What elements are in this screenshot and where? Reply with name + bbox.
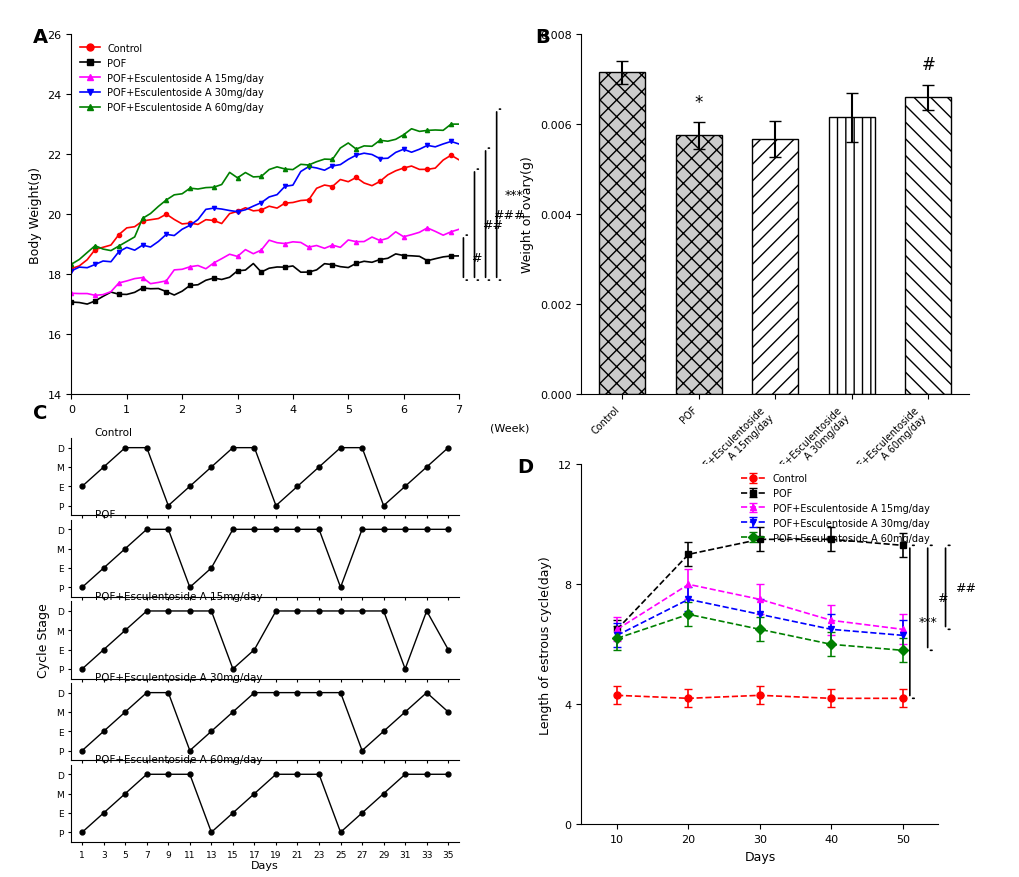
Legend: Control, POF, POF+Esculentoside A 15mg/day, POF+Esculentoside A 30mg/day, POF+Es: Control, POF, POF+Esculentoside A 15mg/d… bbox=[76, 40, 268, 117]
Text: Control: Control bbox=[95, 428, 132, 438]
Bar bbox=[751, 139, 798, 395]
Y-axis label: Length of estrous cycle(day): Length of estrous cycle(day) bbox=[538, 555, 551, 734]
Text: #: # bbox=[471, 252, 481, 265]
Text: ##: ## bbox=[954, 581, 975, 594]
Text: #: # bbox=[920, 56, 934, 75]
Text: *: * bbox=[694, 94, 702, 111]
Text: #: # bbox=[936, 592, 947, 604]
Legend: Control, POF, POF+Esculentoside A 15mg/day, POF+Esculentoside A 30mg/day, POF+Es: Control, POF, POF+Esculentoside A 15mg/d… bbox=[736, 470, 932, 546]
Text: POF+Esculentoside A 30mg/day: POF+Esculentoside A 30mg/day bbox=[95, 673, 262, 682]
X-axis label: Days: Days bbox=[744, 850, 774, 863]
Y-axis label: Weight of ovary(g): Weight of ovary(g) bbox=[521, 157, 534, 273]
X-axis label: Days: Days bbox=[251, 860, 279, 870]
Bar bbox=[675, 136, 720, 395]
Text: D: D bbox=[517, 458, 533, 476]
Text: POF+Esculentoside A 15mg/day: POF+Esculentoside A 15mg/day bbox=[95, 591, 262, 601]
Text: ***: *** bbox=[504, 189, 523, 202]
Text: ###: ### bbox=[493, 209, 525, 221]
Text: C: C bbox=[33, 403, 47, 423]
Text: POF+Esculentoside A 60mg/day: POF+Esculentoside A 60mg/day bbox=[95, 754, 262, 764]
Y-axis label: Body Weight(g): Body Weight(g) bbox=[29, 167, 42, 263]
Text: B: B bbox=[534, 28, 549, 46]
Bar bbox=[905, 98, 951, 395]
Text: (Week): (Week) bbox=[489, 424, 529, 433]
Y-axis label: Cycle Stage: Cycle Stage bbox=[38, 602, 50, 678]
Text: POF: POF bbox=[95, 510, 115, 519]
Text: A: A bbox=[33, 28, 48, 46]
Bar bbox=[828, 118, 874, 395]
Bar bbox=[598, 74, 644, 395]
Text: ***: *** bbox=[918, 616, 936, 629]
Text: ##: ## bbox=[482, 219, 502, 232]
